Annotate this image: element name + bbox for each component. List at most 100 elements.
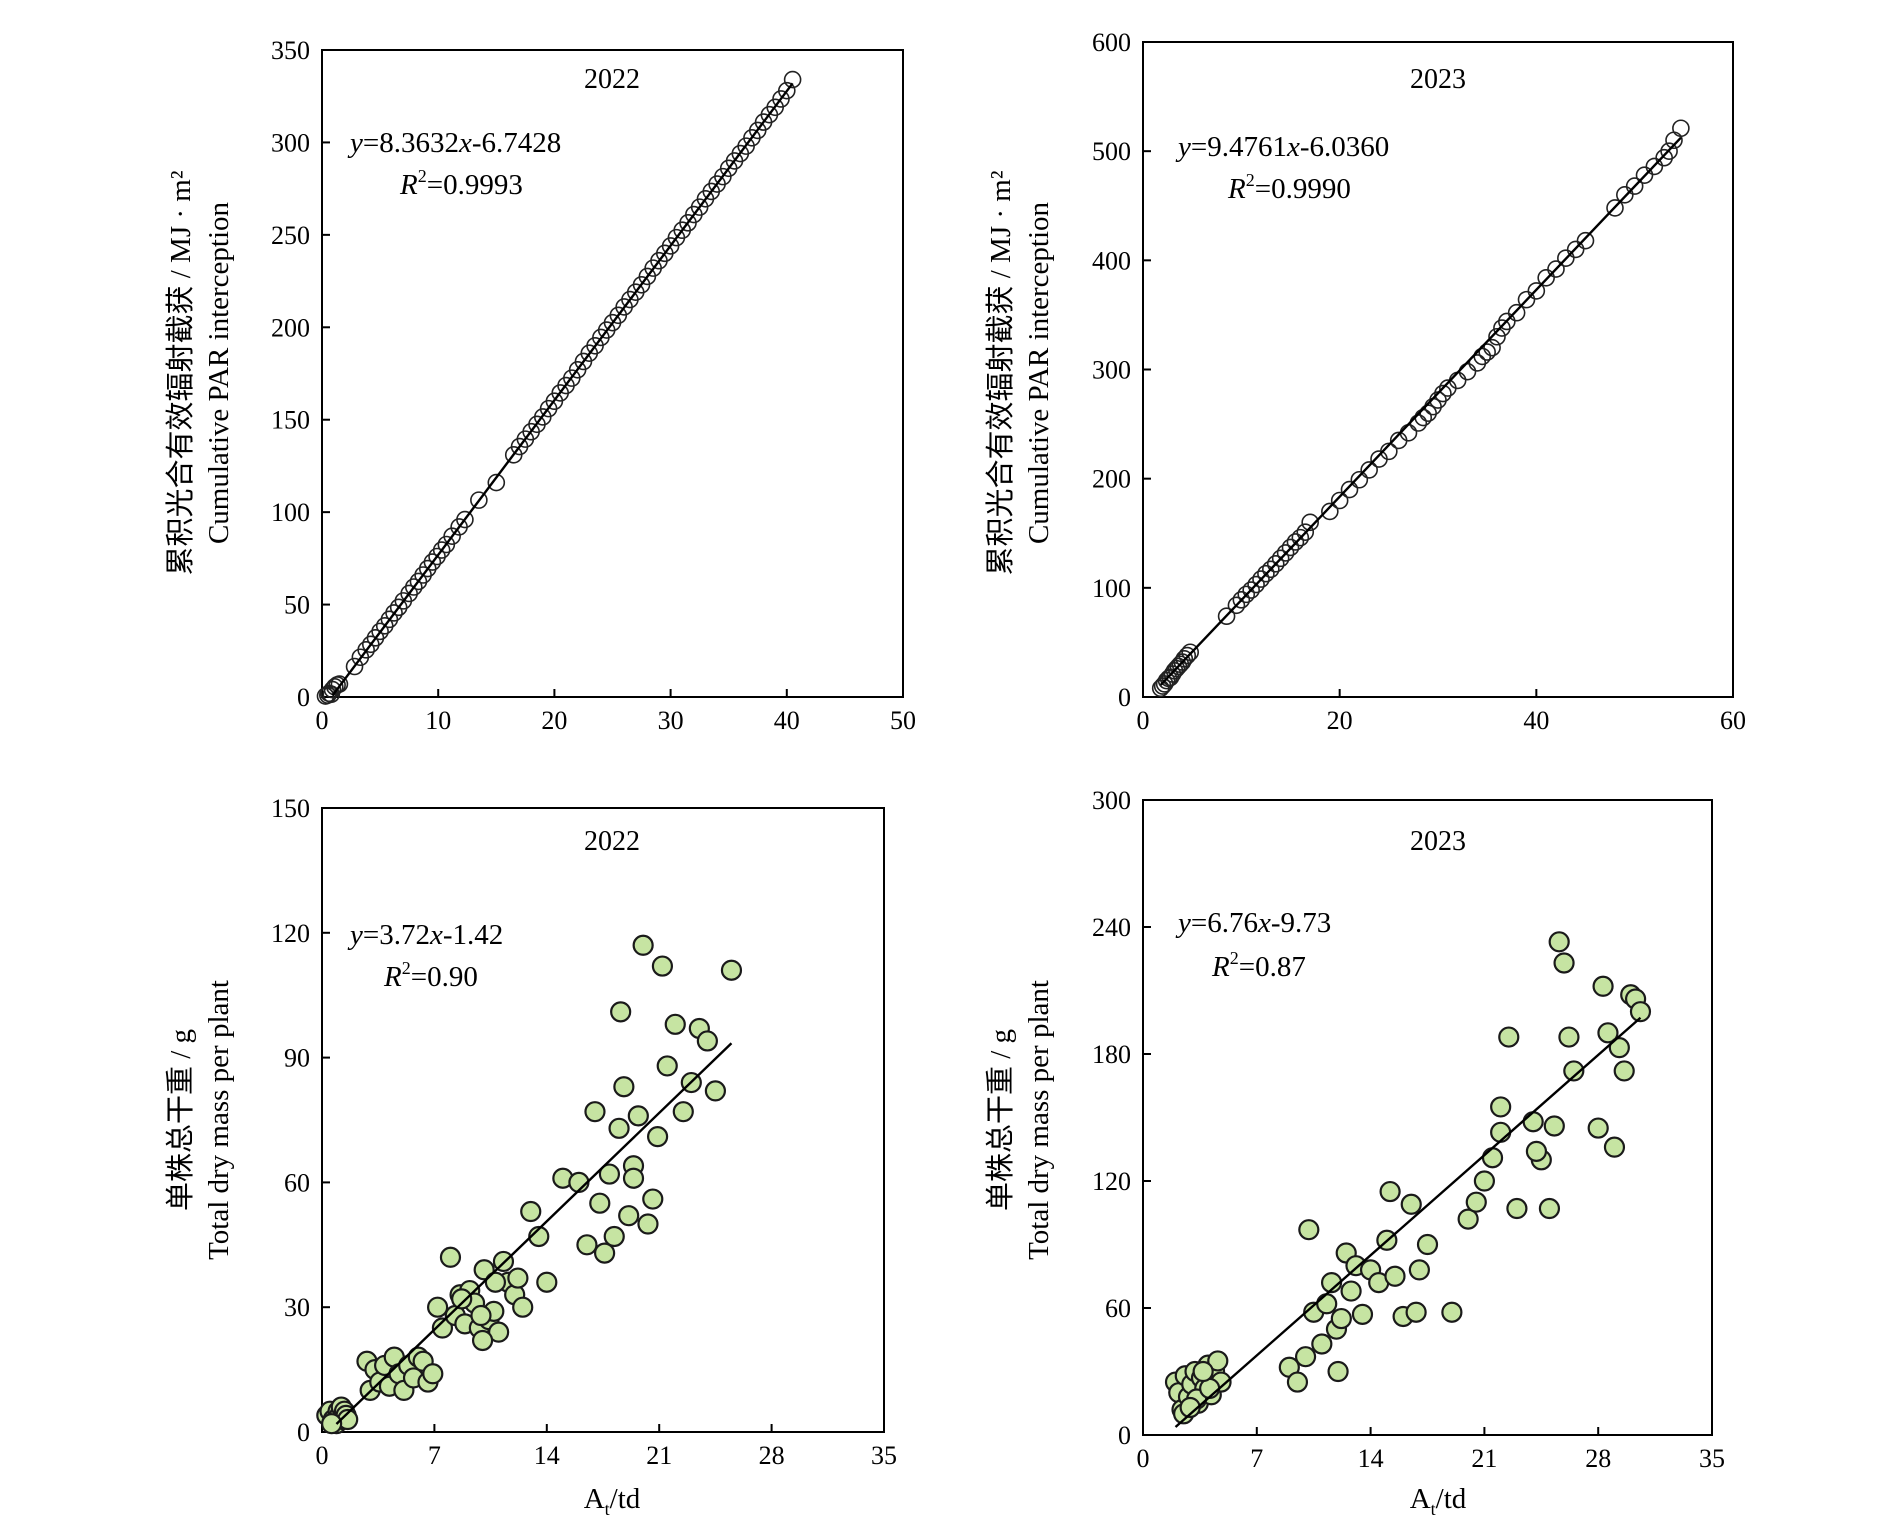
data-point — [664, 1013, 686, 1035]
regression-equation: y=9.4761x-6.0360 — [1175, 131, 1389, 163]
data-point — [783, 70, 802, 89]
data-point — [656, 1055, 678, 1077]
y-tick-label: 180 — [1092, 1040, 1131, 1069]
y-tick-label: 50 — [284, 591, 310, 620]
data-point — [431, 1317, 454, 1339]
y-axis-label-chinese: 累积光合有效辐射截获 / MJ · m² — [164, 170, 197, 575]
data-point — [1291, 528, 1310, 547]
data-point — [1232, 591, 1251, 609]
axis-ticks: 0 10 20 30 40 50 0 50 100 150 200 250 300 350 — [271, 36, 916, 735]
data-point — [1217, 607, 1236, 626]
data-point — [371, 622, 389, 641]
data-point — [1553, 952, 1575, 974]
data-point — [507, 1267, 529, 1289]
y-axis-label-english: Total dry mass per plant — [203, 980, 235, 1260]
data-point — [487, 473, 506, 492]
data-point — [1608, 1037, 1630, 1059]
data-point — [1434, 384, 1452, 403]
y-tick-label: 300 — [1092, 786, 1131, 815]
plot-frame — [321, 807, 885, 1433]
data-point — [1242, 581, 1260, 599]
data-point — [1543, 1115, 1565, 1137]
data-point — [632, 934, 654, 956]
data-point — [1481, 1147, 1504, 1169]
data-point — [1606, 199, 1624, 217]
y-tick-label: 0 — [1118, 1421, 1131, 1450]
x-tick-label: 10 — [425, 706, 451, 735]
y-axis-label-english: Cumulative PAR interception — [203, 201, 235, 544]
r-squared: R2=0.9990 — [1227, 170, 1351, 205]
data-point — [470, 1304, 492, 1327]
y-tick-label: 150 — [271, 406, 310, 435]
data-point — [325, 678, 344, 696]
data-point — [1294, 1346, 1317, 1368]
data-point — [345, 657, 364, 676]
data-point — [427, 1296, 449, 1318]
y-tick-label: 300 — [1092, 356, 1131, 385]
data-point — [598, 1163, 621, 1185]
panel-drymass-2022: 2022 y=3.72x-1.42 R2=0.90 单株总干重 / g Tota… — [164, 794, 897, 1519]
axis-ticks: 0 7 14 21 28 35 0 60 120 180 240 300 — [1092, 786, 1725, 1473]
data-point — [528, 1225, 550, 1248]
axis-ticks: 0 7 14 21 28 35 0 30 60 90 120 150 — [271, 794, 897, 1470]
data-point — [1257, 564, 1275, 583]
data-point — [704, 1080, 727, 1102]
y-tick-label: 200 — [1092, 465, 1131, 494]
data-point — [451, 1288, 473, 1310]
x-tick-label: 0 — [316, 706, 329, 735]
y-tick-label: 200 — [271, 313, 310, 342]
data-point — [1517, 290, 1536, 309]
data-point — [1490, 1096, 1512, 1118]
data-point — [1478, 343, 1496, 361]
data-point — [1171, 655, 1190, 674]
data-point — [1351, 1303, 1374, 1325]
data-point — [1316, 1293, 1338, 1315]
data-point — [1441, 1301, 1463, 1323]
regression-equation: y=6.76x-9.73 — [1175, 907, 1331, 939]
data-point — [1537, 268, 1555, 287]
data-point — [432, 541, 451, 559]
data-point — [1525, 1140, 1548, 1162]
r-squared: R2=0.9993 — [399, 166, 523, 201]
data-point — [1350, 470, 1369, 489]
data-point — [1271, 549, 1290, 568]
data-point — [1207, 1350, 1229, 1372]
plot-frame — [1142, 799, 1713, 1436]
data-point — [321, 1413, 343, 1435]
data-point — [1181, 643, 1199, 662]
plot-frame — [321, 49, 904, 698]
data-point — [1522, 1111, 1544, 1133]
r-squared: R2=0.87 — [1211, 948, 1306, 983]
fit-line — [331, 82, 794, 697]
data-points — [1164, 931, 1652, 1425]
data-point — [536, 1271, 558, 1293]
data-point — [1301, 513, 1319, 532]
data-point — [1603, 1136, 1626, 1158]
data-point — [1384, 1265, 1406, 1287]
y-axis-label-chinese: 单株总干重 / g — [164, 1029, 197, 1211]
fit-line — [1159, 136, 1682, 686]
y-tick-label: 0 — [297, 1418, 310, 1447]
data-point — [1498, 1026, 1520, 1048]
y-tick-label: 100 — [271, 498, 310, 527]
x-tick-label: 35 — [1699, 1444, 1725, 1473]
data-point — [439, 1246, 462, 1268]
y-tick-label: 60 — [284, 1168, 310, 1197]
y-tick-label: 400 — [1092, 246, 1131, 275]
data-point — [357, 641, 375, 659]
data-point — [1330, 1307, 1352, 1330]
data-point — [1563, 1060, 1585, 1082]
data-point — [576, 1234, 598, 1256]
y-axis-label-english: Cumulative PAR interception — [1023, 201, 1055, 544]
x-tick-label: 0 — [316, 1441, 329, 1470]
data-point — [404, 578, 423, 596]
data-point — [1405, 1301, 1427, 1323]
data-point — [1286, 1371, 1309, 1393]
data-point — [1276, 544, 1295, 562]
x-tick-label: 0 — [1137, 1444, 1150, 1473]
data-point — [1465, 1191, 1487, 1213]
data-point — [1340, 480, 1359, 499]
x-tick-label: 20 — [541, 706, 567, 735]
